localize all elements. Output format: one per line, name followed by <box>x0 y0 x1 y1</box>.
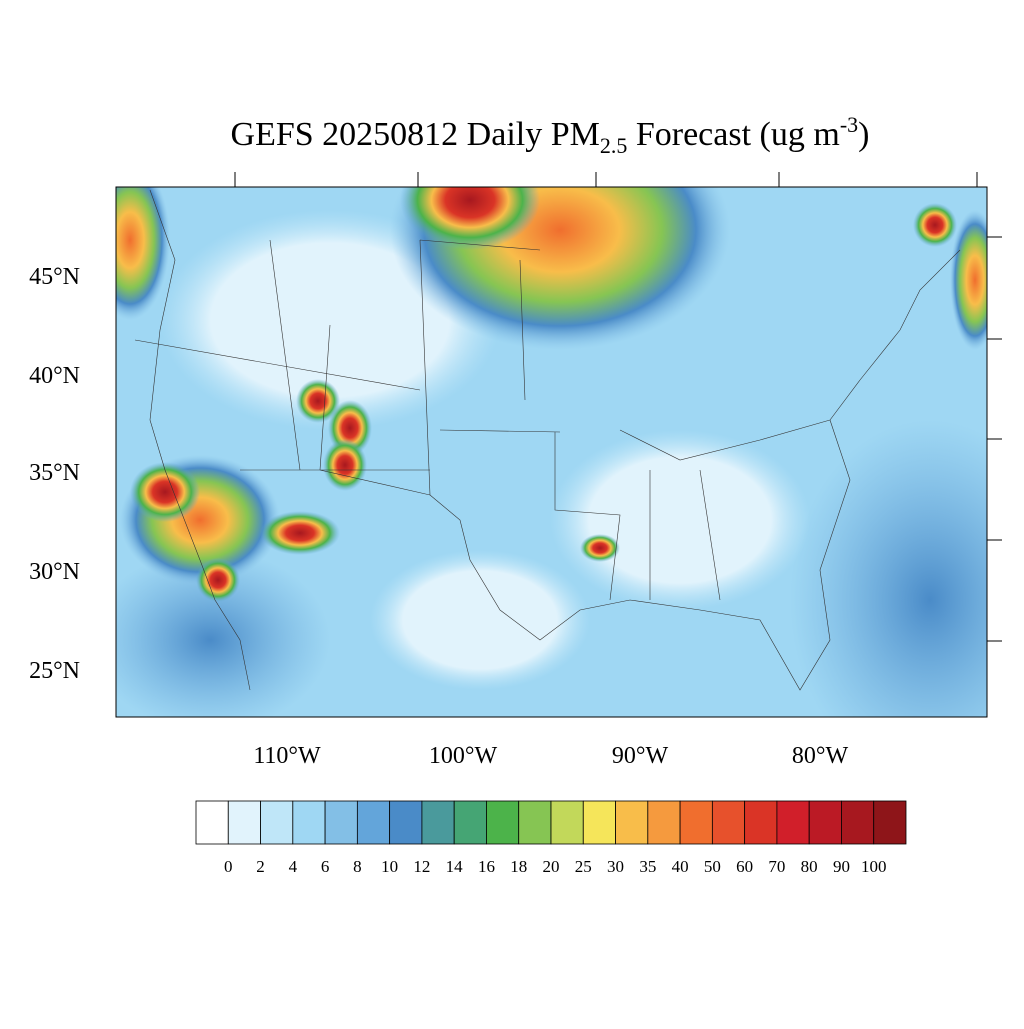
field-region <box>116 187 170 320</box>
colorbar-box <box>292 800 326 845</box>
colorbar-box <box>389 800 423 845</box>
colorbar-box <box>615 800 649 845</box>
colorbar-label: 40 <box>672 857 689 876</box>
field-region <box>550 430 810 610</box>
colorbar-label: 80 <box>801 857 818 876</box>
lat-label: 35°N <box>29 460 80 486</box>
colorbar-label: 16 <box>478 857 495 876</box>
colorbar-label: 25 <box>575 857 592 876</box>
colorbar-box <box>711 800 746 845</box>
lon-label: 110°W <box>253 743 321 769</box>
colorbar-box <box>841 800 875 845</box>
colorbar-box <box>486 800 520 845</box>
colorbar-box <box>421 800 455 845</box>
hotspot <box>296 379 340 423</box>
hotspot <box>130 462 200 522</box>
colorbar-label: 50 <box>704 857 721 876</box>
title: GEFS 20250812 Daily PM2.5 Forecast (ug m… <box>231 112 870 158</box>
state-boundaries <box>134 189 961 691</box>
axis-labels: 45°N 40°N 35°N 30°N 25°N 110°W 100°W 90°W 80°W <box>29 264 848 769</box>
colorbar-box <box>227 800 261 845</box>
colorbar-label: 10 <box>381 857 398 876</box>
colorbar-label: 90 <box>833 857 850 876</box>
lon-label: 90°W <box>612 743 669 769</box>
colorbar-box <box>873 800 907 845</box>
hotspot <box>580 534 620 562</box>
colorbar-box <box>453 800 487 845</box>
colorbar-label: 12 <box>413 857 430 876</box>
map-frame <box>115 186 988 718</box>
field-region <box>950 210 987 350</box>
hotspot <box>323 439 367 491</box>
hotspot <box>913 203 957 247</box>
lat-label: 40°N <box>29 363 80 389</box>
colorbar-box <box>260 800 294 845</box>
frame-ticks <box>234 172 1002 642</box>
title-text: GEFS 20250812 Daily PM <box>231 116 600 153</box>
field-region <box>400 187 540 250</box>
colorbar-label: 18 <box>510 857 527 876</box>
lon-label: 100°W <box>429 743 498 769</box>
title-text: ) <box>858 116 869 153</box>
colorbar-label: 6 <box>321 857 330 876</box>
colorbar-box <box>776 800 810 845</box>
colorbar-box <box>550 800 584 845</box>
colorbar-box <box>744 800 778 845</box>
colorbar-label: 35 <box>639 857 656 876</box>
field-region <box>370 550 590 690</box>
colorbar-box <box>324 800 358 845</box>
colorbar-label: 20 <box>543 857 560 876</box>
colorbar: 0 2 4 6 8 10 12 14 16 18 20 25 30 35 40 50 60 70 80 90 100 <box>195 800 907 876</box>
colorbar-label: 30 <box>607 857 624 876</box>
colorbar-label: 4 <box>289 857 298 876</box>
colorbar-box <box>679 800 713 845</box>
colorbar-box <box>647 800 681 845</box>
colorbar-label: 2 <box>256 857 265 876</box>
hotspot <box>196 558 240 602</box>
title-subscript: 2.5 <box>600 133 628 158</box>
colorbar-box <box>356 800 391 845</box>
field-region <box>790 420 987 717</box>
hotspot <box>260 511 340 555</box>
lat-label: 25°N <box>29 658 80 684</box>
title-superscript: -3 <box>840 112 858 137</box>
colorbar-label: 70 <box>768 857 785 876</box>
title-text: Forecast (ug m <box>627 116 839 153</box>
colorbar-box <box>195 800 229 845</box>
field-region <box>116 550 330 717</box>
lon-label: 80°W <box>792 743 849 769</box>
colorbar-box <box>518 800 552 845</box>
lat-label: 45°N <box>29 264 80 290</box>
colorbar-box <box>582 800 616 845</box>
colorbar-label: 8 <box>353 857 362 876</box>
map-field <box>116 187 987 717</box>
colorbar-label: 0 <box>224 857 233 876</box>
colorbar-label: 14 <box>446 857 464 876</box>
colorbar-box <box>808 800 842 845</box>
colorbar-label: 100 <box>861 857 887 876</box>
lat-label: 30°N <box>29 559 80 585</box>
colorbar-label: 60 <box>736 857 753 876</box>
